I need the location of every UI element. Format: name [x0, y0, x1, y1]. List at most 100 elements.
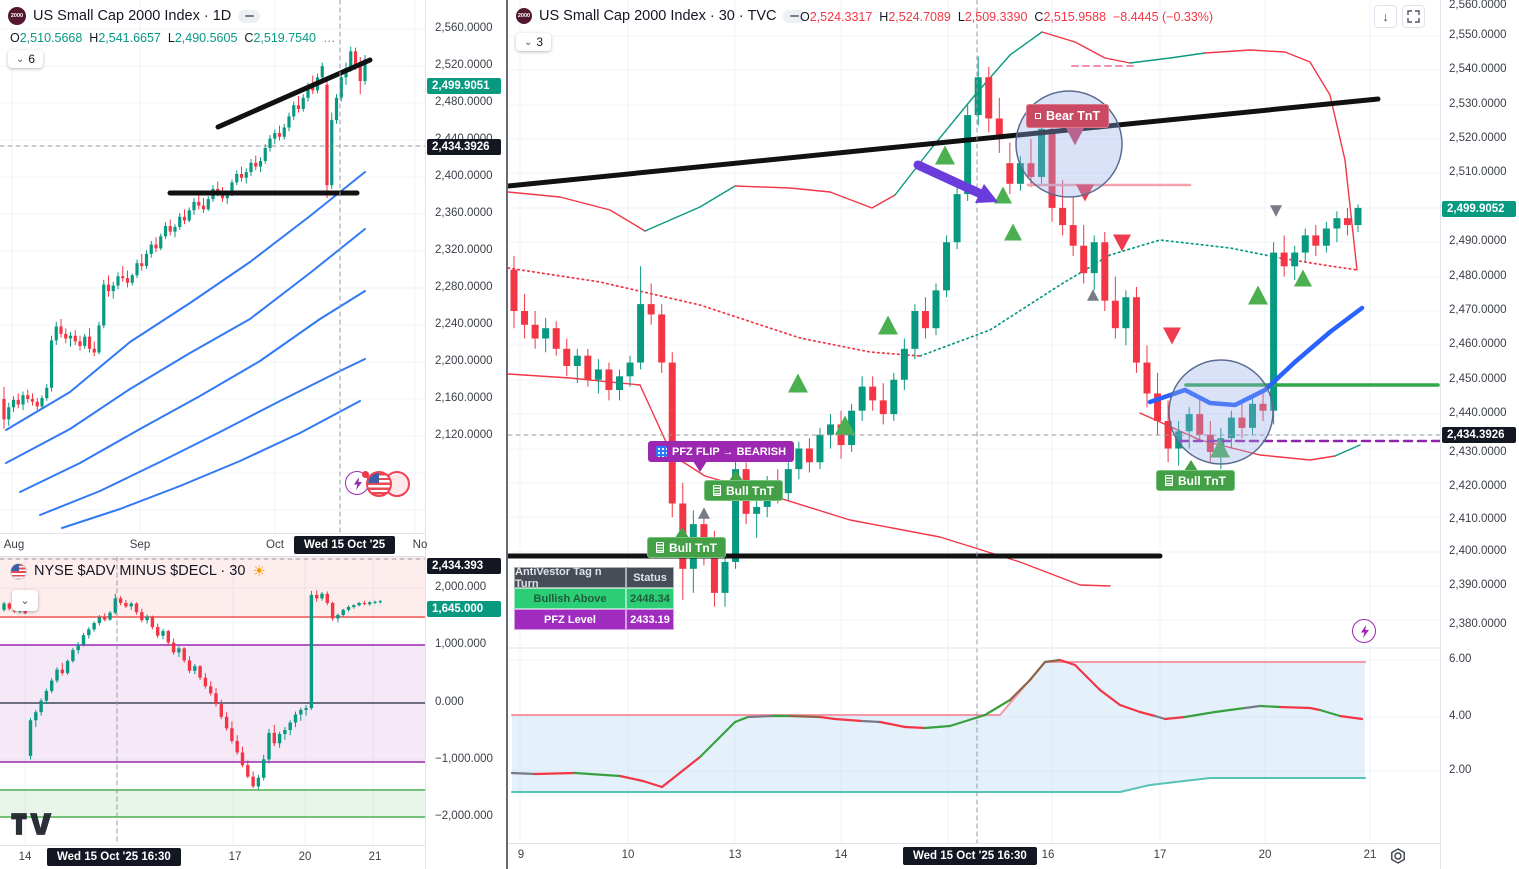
axis-tick: 2,540.0000 [1449, 63, 1507, 75]
intraday-indicators-dropdown[interactable]: ⌄ 3 [516, 33, 552, 51]
axis-tick: 2,390.0000 [1449, 579, 1507, 591]
axis-tick: 2,490.0000 [1449, 235, 1507, 247]
axis-tick: 2,480.0000 [435, 96, 493, 108]
axis-tick: −2,000.000 [435, 810, 493, 822]
bull-tnt-pointer [675, 527, 689, 538]
intraday-time-axis[interactable]: Wed 15 Oct '25 16:30 9 10 13 14 16 17 20 21 [508, 843, 1440, 869]
daily-chart-legend: 2000 US Small Cap 2000 Index · 1D [8, 7, 261, 25]
axis-tick: 2,160.0000 [435, 392, 493, 404]
timezone-settings-icon[interactable] [1388, 847, 1408, 867]
daily-ohlc-row: O2,510.5668 H2,541.6657 L2,490.5605 C2,5… [10, 31, 336, 45]
table-row-value: 2433.19 [626, 609, 674, 630]
bear-tnt-label: Bear TnT [1026, 104, 1110, 128]
time-tick: 17 [1153, 849, 1167, 861]
table-row-label: PFZ Level [514, 609, 626, 630]
crosshair-price-badge: 2,434.3926 [427, 139, 501, 155]
axis-tick: 2,380.0000 [1449, 618, 1507, 630]
list-icon [713, 485, 721, 496]
arrow-down-icon: ↓ [1382, 9, 1389, 24]
scroll-to-recent-button[interactable]: ↓ [1374, 5, 1397, 28]
legend-collapse-icon[interactable] [238, 9, 261, 23]
axis-tick: 2,120.0000 [435, 429, 493, 441]
axis-tick: 2,560.0000 [1449, 0, 1507, 11]
table-header: Status [626, 567, 674, 588]
time-tick: 16 [1041, 849, 1055, 861]
axis-tick: 2,280.0000 [435, 281, 493, 293]
axis-tick: 2,200.0000 [435, 355, 493, 367]
left-price-axis[interactable]: 2,560.00002,520.00002,480.00002,440.0000… [425, 0, 506, 869]
table-row-label: Bullish Above [514, 588, 626, 609]
breadth-time-axis[interactable]: Wed 15 Oct '25 16:30 14 17 20 21 [0, 845, 425, 869]
legend-collapse-icon[interactable] [783, 9, 806, 23]
crosshair-date-badge: Wed 15 Oct '25 [294, 536, 396, 554]
axis-tick: 2,530.0000 [1449, 98, 1507, 110]
chevron-down-icon: ⌄ [524, 36, 533, 48]
table-header: AntiVestor Tag n Turn [514, 566, 626, 590]
time-tick: Oct [266, 539, 284, 551]
axis-tick: 2,450.0000 [1449, 373, 1507, 385]
flash-boost-icon[interactable] [1352, 619, 1376, 643]
bull-tnt-label: Bull TnT [704, 480, 783, 501]
daily-chart-pane[interactable] [0, 0, 425, 533]
axis-tick: 6.00 [1449, 653, 1472, 665]
axis-tick: −1,000.000 [435, 753, 493, 765]
axis-tick: 2,470.0000 [1449, 304, 1507, 316]
axis-tick: 2,320.0000 [435, 244, 493, 256]
pfz-flip-pointer [693, 461, 707, 472]
antivestor-status-table: AntiVestor Tag n Turn Status Bullish Abo… [514, 566, 674, 630]
panel-divider[interactable] [506, 0, 508, 869]
axis-tick: 2,420.0000 [1449, 480, 1507, 492]
axis-tick: 2,240.0000 [435, 318, 493, 330]
table-row-value: 2448.34 [626, 588, 674, 609]
breadth-chart-pane[interactable] [0, 557, 425, 845]
axis-tick: 4.00 [1449, 710, 1472, 722]
axis-tick: 2.00 [1449, 764, 1472, 776]
last-price-badge: 2,499.9051 [427, 78, 501, 94]
time-tick: 10 [621, 849, 635, 861]
time-tick: 9 [517, 849, 525, 861]
axis-tick: 0.000 [435, 696, 464, 708]
more-icon: … [323, 31, 336, 45]
time-tick: Sep [129, 539, 151, 551]
axis-tick: 2,550.0000 [1449, 29, 1507, 41]
bull-tnt-pointer [729, 470, 743, 481]
tradingview-logo [8, 810, 58, 843]
pfz-flip-label: PFZ FLIP → BEARISH [648, 441, 795, 462]
axis-tick: 2,400.0000 [1449, 545, 1507, 557]
bull-tnt-label: Bull TnT [1156, 470, 1235, 491]
daily-indicators-dropdown[interactable]: ⌄ 6 [8, 50, 44, 68]
time-tick: 17 [228, 851, 242, 863]
list-icon [1165, 475, 1173, 486]
us-flag-icon [10, 562, 27, 580]
flash-boost-icon[interactable] [345, 471, 369, 495]
axis-tick: 2,560.0000 [435, 22, 493, 34]
time-tick: 13 [728, 849, 742, 861]
time-tick: No [412, 539, 428, 551]
axis-tick: 2,360.0000 [435, 207, 493, 219]
time-tick: 20 [298, 851, 312, 863]
time-tick: 14 [834, 849, 848, 861]
breadth-dropdown-button[interactable]: ⌄ [12, 590, 38, 611]
chevron-down-icon: ⌄ [20, 595, 30, 607]
axis-tick: 2,520.0000 [1449, 132, 1507, 144]
time-tick: 21 [368, 851, 382, 863]
intraday-chart-pane[interactable] [508, 0, 1440, 843]
axis-tick: 2,520.0000 [435, 59, 493, 71]
symbol-title[interactable]: NYSE $ADV MINUS $DECL · 30 [34, 563, 246, 579]
axis-tick: 2,430.0000 [1449, 446, 1507, 458]
symbol-title[interactable]: US Small Cap 2000 Index · 1D [33, 8, 232, 24]
last-value-badge: 1,645.000 [427, 601, 501, 617]
time-tick: 20 [1258, 849, 1272, 861]
crosshair-date-badge: Wed 15 Oct '25 16:30 [47, 848, 181, 866]
daily-time-axis[interactable]: Wed 15 Oct '25 Aug Sep Oct No [0, 533, 428, 557]
axis-tick: 2,460.0000 [1449, 338, 1507, 350]
list-icon [656, 542, 664, 553]
crosshair-price-badge: 2,434.393 [427, 558, 501, 574]
axis-tick: 2,400.0000 [435, 170, 493, 182]
symbol-title[interactable]: US Small Cap 2000 Index · 30 · TVC [539, 8, 777, 24]
bull-tnt-pointer [1184, 460, 1198, 471]
fullscreen-button[interactable] [1402, 5, 1425, 28]
bull-tnt-label: Bull TnT [647, 537, 726, 558]
crosshair-date-badge: Wed 15 Oct '25 16:30 [903, 847, 1037, 865]
